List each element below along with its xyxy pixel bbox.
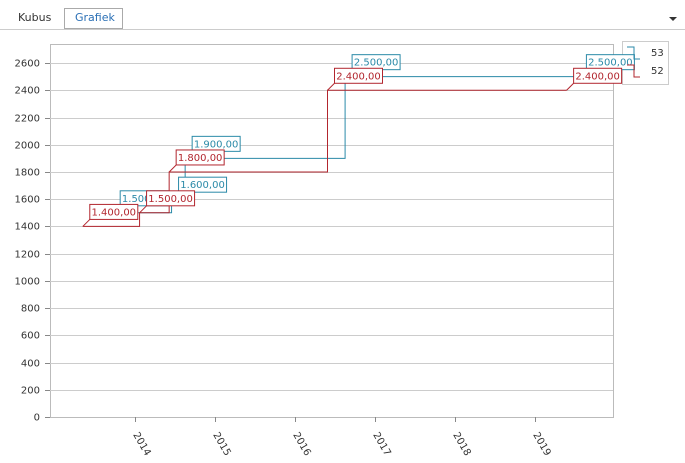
tab-selected[interactable]	[64, 8, 123, 29]
y-tick-label: 400	[21, 359, 40, 370]
data-label: 2.500,00	[588, 58, 633, 69]
tab-grafiek[interactable]: Grafiek	[75, 11, 115, 24]
y-tick-label: 2200	[15, 114, 40, 125]
data-label: 2.400,00	[575, 71, 620, 82]
label-connector	[566, 82, 574, 91]
data-label-box	[334, 67, 384, 84]
plot-area	[50, 44, 614, 418]
data-label: 2.400,00	[336, 71, 381, 82]
y-tick-label: 1000	[15, 277, 40, 288]
tab-kubus[interactable]: Kubus	[18, 11, 52, 24]
label-connector	[168, 164, 177, 173]
y-tick-label: 1200	[15, 250, 40, 261]
data-label: 1.500,00	[122, 194, 167, 205]
data-label: 1.500,00	[148, 194, 193, 205]
legend-icon	[627, 64, 640, 78]
data-label-box	[89, 203, 139, 220]
label-connector	[327, 82, 335, 91]
y-tick-label: 1600	[15, 195, 40, 206]
data-label: 2.500,00	[354, 58, 399, 69]
data-label-box	[175, 149, 225, 166]
data-label: 1.600,00	[180, 180, 225, 191]
legend-label: 53	[651, 48, 664, 59]
data-label-box	[146, 190, 196, 207]
y-tick-label: 200	[21, 386, 40, 397]
y-tick-label: 2600	[15, 59, 40, 70]
data-label: 1.900,00	[194, 139, 239, 150]
data-label: 1.400,00	[92, 207, 137, 218]
data-label-box	[178, 176, 228, 193]
y-tick-label: 0	[34, 413, 40, 424]
label-connector	[82, 219, 91, 227]
y-tick-label: 2400	[15, 86, 40, 97]
y-tick-label: 1800	[15, 168, 40, 179]
data-label: 1.800,00	[178, 153, 223, 164]
legend-label: 52	[651, 66, 664, 77]
data-label-box	[573, 67, 623, 84]
y-tick-label: 800	[21, 304, 40, 315]
y-tick-label: 2000	[15, 141, 40, 152]
y-tick-label: 1400	[15, 222, 40, 233]
legend-icon	[627, 46, 640, 60]
y-tick-label: 600	[21, 331, 40, 342]
dropdown-arrow[interactable]	[669, 17, 677, 21]
label-connector	[139, 205, 147, 214]
